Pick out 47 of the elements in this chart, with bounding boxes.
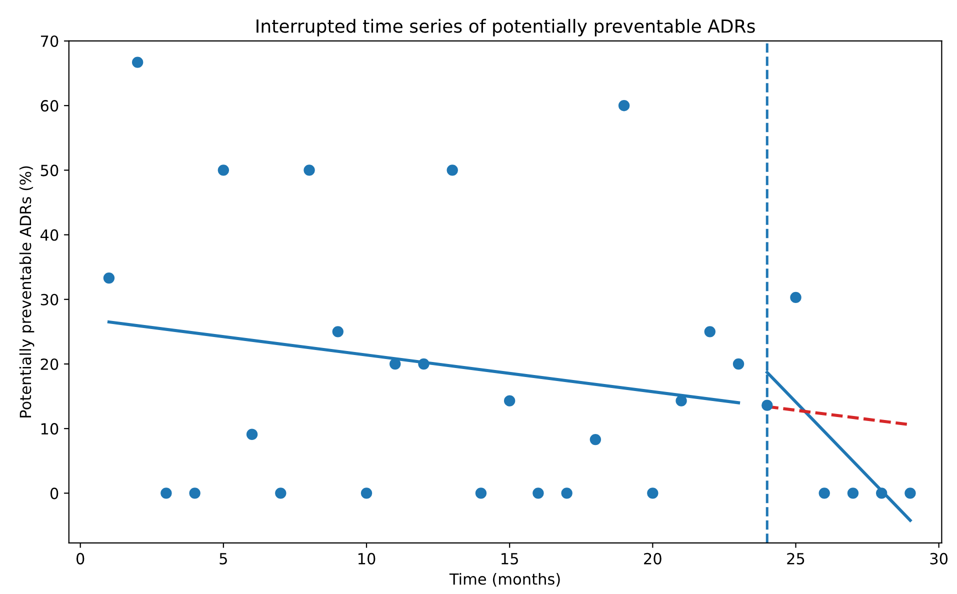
point [647,488,658,499]
point [818,488,830,499]
point [590,434,602,446]
point [847,488,859,499]
point [762,400,773,411]
point [275,488,286,499]
point [790,292,802,304]
x-tick-label: 25 [787,552,804,564]
x-tick-label: 15 [502,553,518,564]
point [390,358,401,370]
chart-title: Interrupted time series of potentially preventable ADRs [256,18,755,36]
point [160,488,172,499]
x-tick-label: 5 [220,553,227,564]
point [618,100,630,112]
point [103,272,115,284]
point [876,488,888,499]
point [132,56,144,68]
y-tick-label: 20 [40,358,58,370]
y-tick-label: 70 [40,35,58,48]
y-tick-label: 40 [40,229,58,241]
point [360,488,372,499]
point [446,164,458,176]
point [475,488,487,499]
point [676,395,687,406]
point [418,358,430,370]
y-tick-label: 50 [40,164,58,176]
point [704,326,716,338]
point [904,488,916,499]
y-tick-label: 60 [40,100,58,112]
point [532,488,544,499]
y-axis-title: Potentially preventable ADRs (%) [19,166,34,418]
x-axis-title: Time (months) [449,572,560,587]
x-tick-label: 30 [930,552,948,564]
point [218,164,230,176]
y-tick-label: 0 [50,488,58,500]
x-tick-label: 10 [358,552,376,564]
point [732,358,744,370]
point [504,395,516,406]
y-tick-label: 10 [41,423,58,435]
x-tick-label: 20 [644,552,662,564]
point [561,488,572,499]
point [246,428,258,440]
point [189,488,200,499]
point [332,326,344,338]
x-tick-label: 0 [76,552,84,564]
y-tick-label: 30 [40,294,58,306]
point [304,164,315,176]
